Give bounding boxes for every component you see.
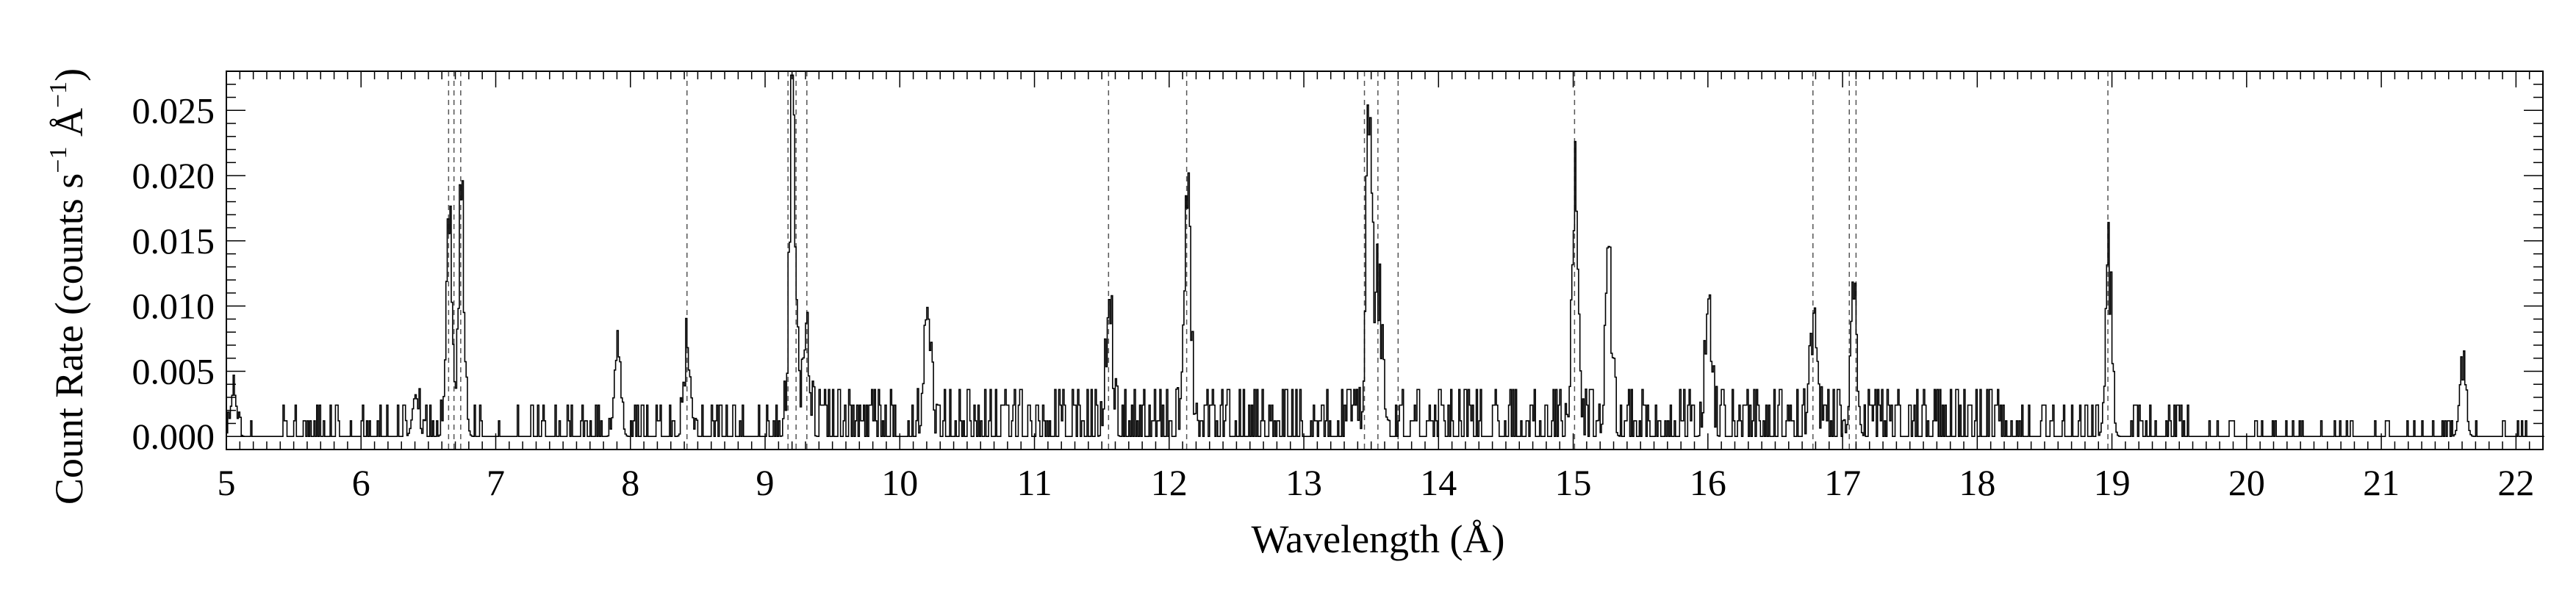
y-tick-label: 0.020 <box>132 155 215 196</box>
x-tick-label: 8 <box>621 462 639 503</box>
tick-labels: 5 6 7 8 9 10 11 12 13 14 15 16 17 18 19 20 21 22 0.000 0.00… <box>132 90 2535 503</box>
tick-marks <box>226 71 2544 450</box>
y-axis-label-part: Count Rate (counts s <box>47 173 91 505</box>
y-tick-label: 0.000 <box>132 416 215 457</box>
x-tick-label: 20 <box>2228 462 2265 503</box>
x-tick-label: 9 <box>756 462 775 503</box>
y-tick-label: 0.005 <box>132 350 215 391</box>
reference-lines <box>448 71 2109 450</box>
x-tick-label: 22 <box>2497 462 2534 503</box>
y-axis-label: Count Rate (counts s−1 Å−1) <box>45 68 91 505</box>
spectrum-series <box>226 74 2544 437</box>
y-axis-label-exponent: −1 <box>45 147 72 173</box>
x-axis-label: Wavelength (Å) <box>1251 517 1504 561</box>
x-tick-label: 18 <box>1959 462 1995 503</box>
x-tick-label: 5 <box>218 462 236 503</box>
y-tick-label: 0.025 <box>132 90 215 131</box>
x-tick-label: 7 <box>487 462 505 503</box>
y-axis-label-part: Å <box>47 108 91 147</box>
x-tick-label: 21 <box>2363 462 2400 503</box>
x-tick-label: 10 <box>881 462 918 503</box>
x-tick-label: 14 <box>1420 462 1457 503</box>
series-layer <box>226 74 2544 437</box>
x-tick-label: 17 <box>1824 462 1861 503</box>
y-tick-label: 0.015 <box>132 220 215 261</box>
y-tick-label: 0.010 <box>132 286 215 327</box>
x-tick-label: 6 <box>352 462 370 503</box>
x-tick-label: 19 <box>2094 462 2131 503</box>
x-tick-label: 11 <box>1016 462 1052 503</box>
x-tick-label: 16 <box>1690 462 1726 503</box>
x-tick-label: 15 <box>1555 462 1592 503</box>
y-axis-label-exponent: −1 <box>45 82 72 108</box>
x-tick-label: 13 <box>1285 462 1322 503</box>
x-tick-label: 12 <box>1151 462 1188 503</box>
y-axis-label-part: ) <box>47 68 91 82</box>
